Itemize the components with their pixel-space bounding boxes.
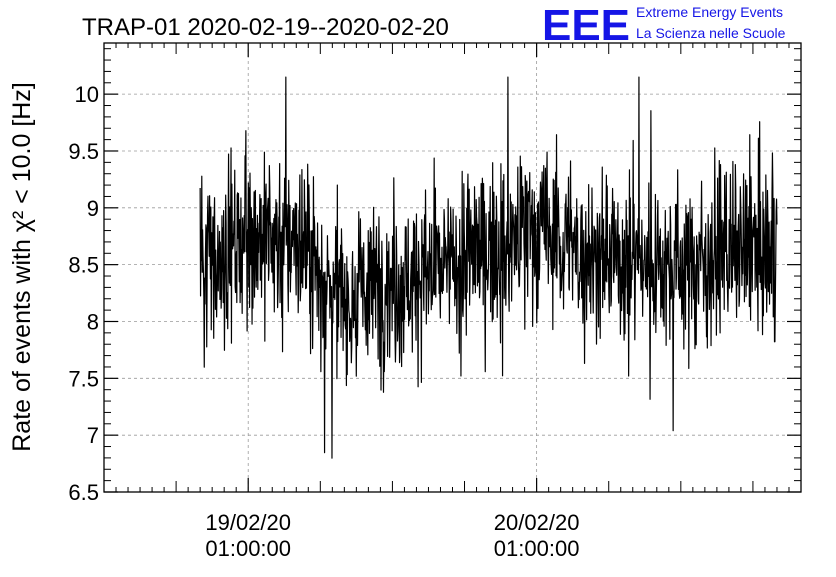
y-tick-labels: 6.5 7 7.5 8 8.5 9 9.5 10	[68, 82, 99, 505]
y-tick-label: 6.5	[68, 480, 99, 505]
y-tick-label: 9.5	[68, 139, 99, 164]
y-tick-label: 9	[87, 196, 99, 221]
logo-line-1: Extreme Energy Events	[636, 4, 783, 20]
y-axis-label: Rate of events with χ² < 10.0 [Hz]	[8, 82, 36, 452]
y-tick-label: 8	[87, 309, 99, 334]
y-tick-label: 10	[75, 82, 99, 107]
rate-series-line	[199, 76, 778, 459]
chart-title: TRAP-01 2020-02-19--2020-02-20	[82, 14, 449, 41]
x-tick-time: 01:00:00	[205, 536, 291, 561]
eee-logo-mark: EEE	[542, 1, 630, 50]
y-tick-label: 7	[87, 423, 99, 448]
eee-logo: EEE Extreme Energy Events La Scienza nel…	[542, 1, 786, 50]
x-tick-date: 19/02/20	[205, 510, 291, 535]
x-tick-time: 01:00:00	[494, 536, 580, 561]
plot-frame	[103, 42, 802, 493]
y-tick-label: 7.5	[68, 366, 99, 391]
y-tick-label: 8.5	[68, 253, 99, 278]
x-tick-date: 20/02/20	[494, 510, 580, 535]
logo-line-2: La Scienza nelle Scuole	[636, 25, 786, 41]
